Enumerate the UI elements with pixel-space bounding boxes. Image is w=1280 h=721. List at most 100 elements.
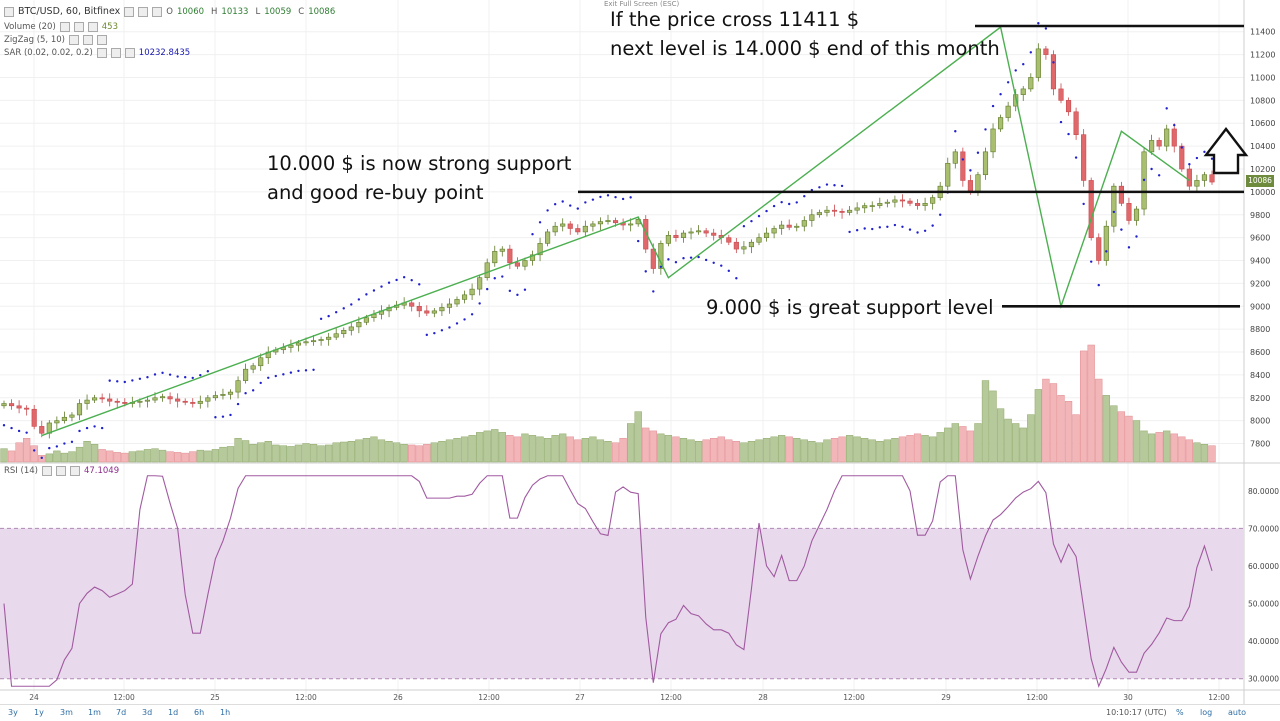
sar-dot [863,227,866,230]
price-tick-label: 8800 [1250,325,1270,334]
timeframe-1y[interactable]: 1y [34,708,44,717]
timeframe-3d[interactable]: 3d [142,708,153,717]
candle-body [318,339,324,341]
volume-bar [845,435,854,463]
volume-bar [1095,378,1103,463]
volume-bar [219,446,227,463]
sar-dot [455,322,459,325]
timeframe-3m[interactable]: 3m [60,708,73,717]
sar-dot [614,195,617,199]
percent-scale-toggle[interactable]: % [1176,708,1184,717]
sar-dot [886,225,889,228]
sar-dot [153,373,157,376]
volume-bar [355,439,363,463]
symbol-legend: BTC/USD, 60, Bitfinex O 10060 H 10133 L … [4,6,338,17]
visibility-icon[interactable] [59,22,70,32]
timeframe-1h[interactable]: 1h [220,708,231,717]
sar-dot [236,402,240,406]
sar-dot [1037,22,1040,25]
candle-body [733,241,739,250]
timeframe-1d[interactable]: 1d [168,708,179,717]
candle-body [446,303,453,308]
rsi-label: RSI (14) [4,466,38,476]
sar-dot [402,276,406,279]
candle-body [416,305,422,312]
close-icon[interactable] [69,466,80,476]
volume-bar [627,423,635,463]
volume-bar [476,432,484,463]
candle-body [960,151,966,181]
volume-bar [710,438,718,463]
volume-bar [634,411,642,463]
volume-bar [861,438,869,463]
sar-dot [750,219,753,223]
sar-dot [244,392,247,395]
timeframe-6h[interactable]: 6h [194,708,205,717]
close-icon[interactable] [124,48,135,58]
rsi-panel [0,475,1244,688]
more-icon[interactable] [152,6,163,17]
price-chart[interactable]: 7800 8000 8200 8400 8600 8800 9000 9200 9400 9600… [0,0,1280,704]
sar-dot [108,379,111,382]
sar-dot [116,380,119,383]
auto-scale-toggle[interactable]: auto [1228,708,1247,717]
visibility-icon[interactable] [68,35,79,45]
sar-dot [652,290,655,293]
volume-bar [1042,378,1050,463]
log-scale-toggle[interactable]: log [1200,708,1213,717]
visibility-icon[interactable] [41,466,52,476]
visibility-icon[interactable] [96,48,107,58]
settings-icon[interactable] [82,35,93,45]
visibility-icon[interactable] [4,6,14,17]
timeframe-7d[interactable]: 7d [116,708,127,717]
candle-body [159,396,166,399]
candle-body [831,209,838,212]
timeframe-3y[interactable]: 3y [8,708,18,717]
volume-bar [423,443,431,463]
exit-fullscreen-button[interactable]: Exit Full Screen (ESC) [604,0,680,8]
close-icon[interactable] [96,35,107,45]
close-icon[interactable] [138,6,149,17]
volume-bar [891,438,899,463]
settings-icon[interactable] [73,22,84,32]
rsi-tick-label: 60.0000 [1248,562,1279,571]
price-tick-label: 10800 [1250,96,1275,105]
volume-bar [989,390,997,463]
timeframe-1m[interactable]: 1m [88,708,101,717]
volume-bar [136,450,144,463]
sar-dot [372,289,376,292]
sar-dot [599,195,602,199]
candle-body [250,365,256,370]
settings-icon[interactable] [110,48,121,58]
candle-body [741,246,747,250]
candle-body [326,336,332,340]
sar-dot [440,329,444,332]
sar-dots [2,22,1214,460]
volume-bar [876,441,884,463]
close-icon[interactable] [87,22,98,32]
volume-bar [1057,395,1065,463]
sar-dot [350,303,353,306]
low-label: L [255,6,261,17]
price-tick-label: 9800 [1250,211,1270,220]
time-tick-label: 24 [29,693,39,702]
volume-bar [936,432,944,463]
candle-body [469,288,475,296]
candle-body [1164,128,1170,147]
candle-body [431,310,437,314]
sar-dot [561,200,564,203]
time-tick-label: 12:00 [113,693,135,702]
volume-bar [1170,433,1178,463]
volume-bar [377,439,386,463]
volume-bar [264,441,272,463]
candle-body [144,399,151,402]
sar-dot [327,314,330,318]
settings-icon[interactable] [55,466,66,476]
candle-body [84,399,90,404]
candle-body [114,400,120,403]
sar-dot [939,213,942,216]
volume-bar [1027,414,1035,463]
candle-body [1043,48,1049,55]
candle-body [552,225,558,233]
settings-icon[interactable] [124,6,135,17]
